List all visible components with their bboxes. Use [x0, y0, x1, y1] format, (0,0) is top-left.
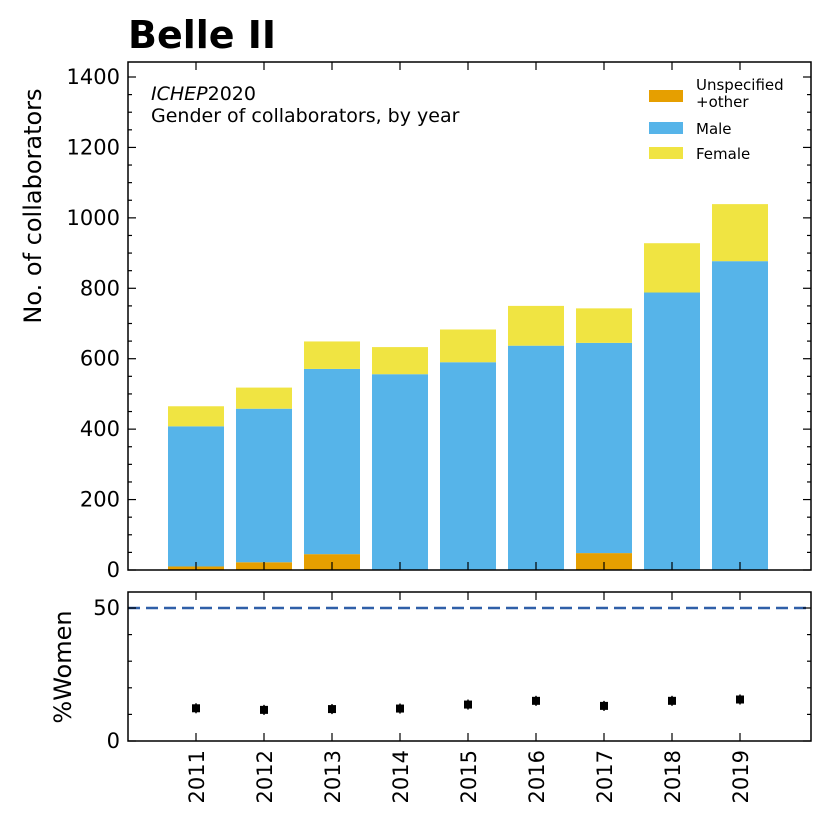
bar-male-2015	[440, 362, 496, 570]
y-tick-label: 200	[80, 488, 120, 512]
bar-female-2011	[168, 406, 224, 427]
bar-male-2011	[168, 426, 224, 567]
y-tick-label: 0	[107, 558, 120, 582]
bottom-y-tick-label: 0	[107, 729, 120, 753]
annotation-year: 2020	[208, 83, 256, 105]
point-2011	[192, 704, 200, 713]
bar-male-2017	[576, 342, 632, 554]
legend-swatch-unspecified	[649, 90, 683, 102]
chart-title: Belle II	[128, 13, 276, 57]
bar-female-2015	[440, 329, 496, 363]
point-2015	[464, 700, 472, 709]
point-2013	[328, 705, 336, 714]
bottom-y-tick-label: 50	[93, 596, 120, 620]
legend: Unspecified+other Male Female	[649, 76, 784, 163]
bar-male-2018	[644, 292, 700, 570]
x-ticks: 2011 2012 2013 2014 2015 2016 2017 2018 2019	[185, 592, 753, 803]
bottom-panel: 0 50 2011 2012 2013 2014 2015 2016 2017 2018 2019…	[49, 591, 812, 803]
bar-female-2013	[304, 341, 360, 369]
bars-group	[168, 204, 768, 570]
bar-female-2017	[576, 308, 632, 343]
legend-swatch-male	[649, 122, 683, 134]
point-2016	[532, 696, 540, 705]
bar-female-2014	[372, 347, 428, 375]
y-tick-label: 800	[80, 276, 120, 300]
x-tick-label-2016: 2016	[525, 750, 549, 803]
x-tick-label-2018: 2018	[661, 750, 685, 803]
point-2018	[668, 696, 676, 705]
point-2014	[396, 704, 404, 713]
legend-label: Male	[696, 120, 732, 138]
bar-female-2016	[508, 305, 564, 346]
bar-male-2013	[304, 368, 360, 555]
point-2019	[736, 695, 744, 704]
y-tick-label: 600	[80, 347, 120, 371]
bar-female-2019	[712, 204, 768, 262]
legend-label: Unspecified	[696, 76, 784, 94]
bar-male-2014	[372, 374, 428, 570]
legend-label: +other	[696, 93, 749, 111]
bar-female-2012	[236, 387, 292, 409]
x-tick-label-2012: 2012	[253, 750, 277, 803]
legend-swatch-female	[649, 147, 683, 159]
legend-label: Female	[696, 145, 750, 163]
chart-subtitle: Gender of collaborators, by year	[151, 105, 460, 127]
point-2012	[260, 705, 268, 714]
bottom-y-ticks: 0 50	[93, 596, 811, 753]
x-tick-label-2017: 2017	[593, 750, 617, 803]
x-tick-label-2011: 2011	[185, 750, 209, 803]
x-tick-label-2013: 2013	[321, 750, 345, 803]
bottom-y-axis-label: %Women	[49, 610, 77, 723]
bar-unspecified-2017	[576, 553, 632, 570]
annotation: ICHEP2020	[151, 83, 256, 105]
x-tick-label-2014: 2014	[389, 750, 413, 803]
y-tick-label: 1000	[67, 206, 120, 230]
top-y-ticks: 0 200 400 600 800 1000 1200 1400	[67, 62, 811, 582]
y-axis-label: No. of collaborators	[19, 88, 47, 323]
x-tick-label-2019: 2019	[729, 750, 753, 803]
bottom-plot-frame	[127, 591, 812, 742]
bar-male-2019	[712, 261, 768, 570]
y-tick-label: 1200	[67, 135, 120, 159]
y-tick-label: 400	[80, 417, 120, 441]
points-group	[192, 694, 744, 715]
top-plot-frame	[127, 61, 812, 571]
bar-female-2018	[644, 243, 700, 293]
x-tick-label-2015: 2015	[457, 750, 481, 803]
annotation-ichep: ICHEP	[151, 83, 208, 105]
point-2017	[600, 701, 608, 710]
bar-male-2012	[236, 408, 292, 563]
bar-male-2016	[508, 345, 564, 570]
top-panel: 0 200 400 600 800 1000 1200 1400 ICHEP2020 Gend…	[19, 61, 812, 582]
y-tick-label: 1400	[67, 65, 120, 89]
